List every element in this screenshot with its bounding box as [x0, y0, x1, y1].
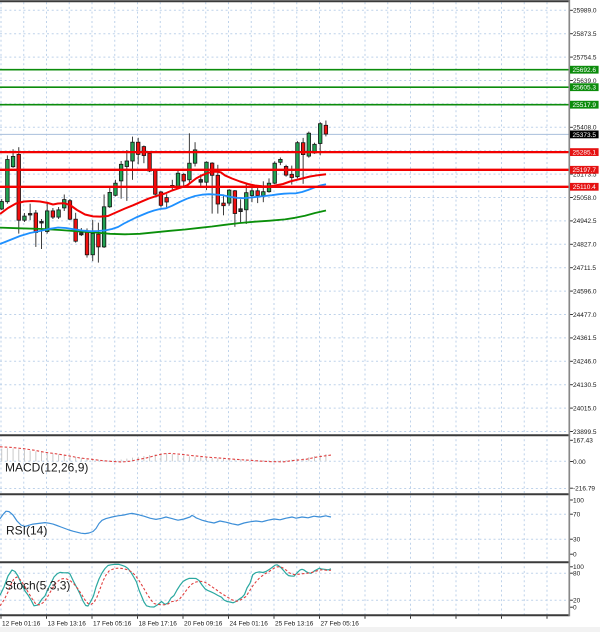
- svg-text:25639.0: 25639.0: [573, 78, 597, 85]
- svg-text:MACD(12,26,9): MACD(12,26,9): [5, 461, 88, 475]
- svg-text:80: 80: [573, 571, 581, 578]
- svg-text:100: 100: [573, 497, 584, 504]
- svg-text:100: 100: [573, 564, 584, 571]
- svg-text:Stoch(5,3,3): Stoch(5,3,3): [5, 579, 70, 593]
- svg-text:25605.3: 25605.3: [573, 85, 597, 92]
- svg-text:RSI(14): RSI(14): [6, 524, 47, 538]
- svg-text:0: 0: [573, 552, 577, 559]
- svg-text:24827.0: 24827.0: [573, 242, 597, 249]
- svg-text:27 Feb 05:16: 27 Feb 05:16: [321, 620, 360, 627]
- svg-text:24942.5: 24942.5: [573, 218, 597, 225]
- svg-text:25517.9: 25517.9: [573, 102, 597, 109]
- svg-text:24130.5: 24130.5: [573, 382, 597, 389]
- svg-text:24477.0: 24477.0: [573, 312, 597, 319]
- svg-text:24246.0: 24246.0: [573, 359, 597, 366]
- svg-text:25692.6: 25692.6: [573, 67, 597, 74]
- svg-text:24 Feb 01:16: 24 Feb 01:16: [230, 620, 269, 627]
- svg-text:12 Feb 01:16: 12 Feb 01:16: [2, 620, 41, 627]
- svg-text:25197.7: 25197.7: [573, 167, 597, 174]
- svg-text:25173.5: 25173.5: [573, 171, 597, 178]
- svg-text:25408.0: 25408.0: [573, 125, 597, 132]
- svg-text:13 Feb 13:16: 13 Feb 13:16: [48, 620, 87, 627]
- svg-text:20: 20: [573, 598, 581, 605]
- svg-text:23899.5: 23899.5: [573, 429, 597, 436]
- svg-text:24015.0: 24015.0: [573, 405, 597, 412]
- svg-text:24361.5: 24361.5: [573, 335, 597, 342]
- svg-text:0.00: 0.00: [573, 459, 586, 466]
- svg-text:17 Feb 05:16: 17 Feb 05:16: [93, 620, 132, 627]
- svg-text:24711.5: 24711.5: [573, 265, 596, 272]
- svg-text:25110.4: 25110.4: [573, 184, 596, 191]
- svg-text:18 Feb 17:16: 18 Feb 17:16: [139, 620, 178, 627]
- svg-text:25873.5: 25873.5: [573, 31, 597, 38]
- svg-text:25373.5: 25373.5: [573, 132, 597, 139]
- svg-text:0: 0: [573, 605, 577, 612]
- svg-text:25989.0: 25989.0: [573, 8, 597, 15]
- svg-text:-216.79: -216.79: [573, 486, 595, 493]
- svg-text:20 Feb 09:16: 20 Feb 09:16: [184, 620, 223, 627]
- svg-text:24596.0: 24596.0: [573, 288, 597, 295]
- svg-text:70: 70: [573, 512, 581, 519]
- svg-text:167.43: 167.43: [573, 438, 593, 445]
- svg-text:25058.0: 25058.0: [573, 195, 597, 202]
- svg-text:25285.1: 25285.1: [573, 150, 597, 157]
- svg-text:25 Feb 13:16: 25 Feb 13:16: [275, 620, 314, 627]
- svg-text:30: 30: [573, 537, 581, 544]
- svg-text:25754.5: 25754.5: [573, 54, 597, 61]
